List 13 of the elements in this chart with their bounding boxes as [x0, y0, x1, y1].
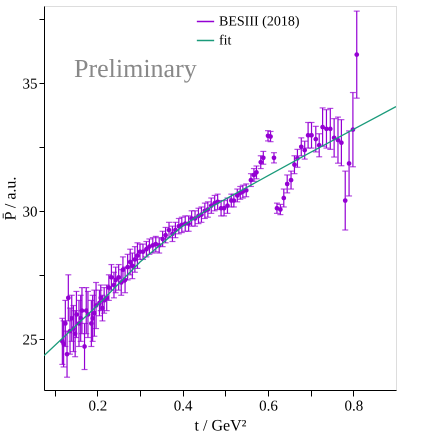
y-tick-label: 35 — [22, 76, 38, 92]
annotation: Preliminary — [74, 54, 197, 83]
x-tick-label: 0.2 — [88, 398, 108, 414]
y-axis-title: P̄ / a.u. — [2, 176, 20, 220]
legend-label: BESIII (2018) — [219, 14, 300, 30]
x-tick-label: 0.8 — [344, 398, 364, 414]
y-tick-label: 25 — [22, 332, 38, 348]
x-axis-title: t / GeV² — [194, 418, 247, 434]
y-tick-label: 30 — [22, 204, 38, 220]
x-tick-label: 0.4 — [174, 398, 194, 414]
x-tick-label: 0.6 — [259, 398, 278, 414]
line-series — [44, 106, 396, 356]
legend-label: fit — [219, 34, 232, 48]
